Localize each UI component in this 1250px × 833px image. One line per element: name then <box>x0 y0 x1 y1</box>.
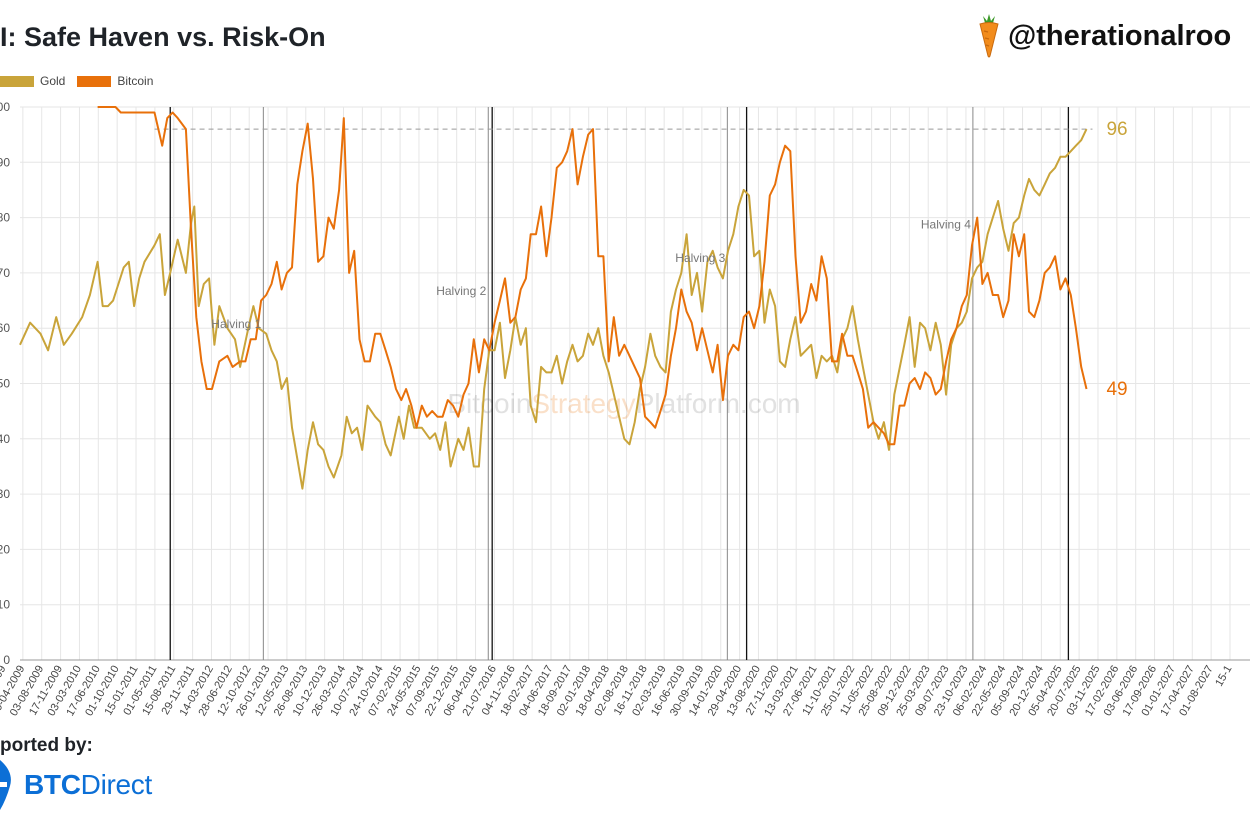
halving-label: Halving 2 <box>436 284 486 298</box>
y-tick-label: 40 <box>0 432 10 446</box>
series-line-gold <box>19 128 1088 490</box>
btc-direct-logo-icon <box>0 760 11 810</box>
halving-label: Halving 1 <box>211 317 261 331</box>
halving-label: Halving 3 <box>675 251 725 265</box>
y-axis-ticks: 0 10 20 30 40 50 60 70 80 90 00 <box>0 100 10 667</box>
y-tick-label: 50 <box>0 377 10 391</box>
sponsor-name-bold: BTC <box>24 769 81 800</box>
watermark-part-2: Strategy <box>531 388 635 419</box>
y-tick-label: 0 <box>3 653 10 667</box>
chart-title: I: Safe Haven vs. Risk-On <box>0 22 326 52</box>
legend-swatch-bitcoin <box>77 75 112 87</box>
end-labels: 96 49 <box>1106 119 1127 400</box>
legend-label-gold: Gold <box>40 74 66 88</box>
series-lines <box>19 106 1088 490</box>
x-axis-ticks: 200919-04-200903-08-200917-11-200903-03-… <box>0 664 1235 719</box>
event-lines <box>169 107 1070 660</box>
y-tick-label: 30 <box>0 487 10 501</box>
legend-swatch-gold <box>0 75 34 87</box>
watermark: BitcoinStrategyPlatform.com <box>447 388 800 419</box>
watermark-part-1: Bitcoin <box>447 388 531 419</box>
y-tick-label: 20 <box>0 542 10 556</box>
supported-by-label: ported by: <box>0 735 93 756</box>
y-tick-label: 00 <box>0 100 10 114</box>
carrot-icon <box>979 14 999 58</box>
y-tick-label: 60 <box>0 321 10 335</box>
end-label-gold: 96 <box>1106 119 1127 140</box>
y-tick-label: 10 <box>0 598 10 612</box>
sponsor-brand[interactable]: BTCDirect <box>0 760 152 810</box>
series-line-bitcoin <box>97 106 1088 446</box>
grid-lines <box>20 106 1250 661</box>
legend-item-gold[interactable]: Gold <box>0 74 65 88</box>
halving-label: Halving 4 <box>921 218 971 232</box>
y-tick-label: 90 <box>0 155 10 169</box>
y-tick-label: 80 <box>0 211 10 225</box>
halving-annotations: Halving 1 Halving 2 Halving 3 Halving 4 <box>211 218 971 332</box>
sponsor-name: BTCDirect <box>24 769 152 801</box>
author-handle[interactable]: @therationalroo <box>976 14 1231 58</box>
chart-legend: Gold Bitcoin <box>0 74 165 88</box>
y-tick-label: 70 <box>0 266 10 280</box>
end-label-bitcoin: 49 <box>1106 379 1127 400</box>
line-chart: BitcoinStrategyPlatform.com Halving 1Hal… <box>0 100 1250 719</box>
sponsor-name-regular: Direct <box>80 769 153 800</box>
legend-label-bitcoin: Bitcoin <box>117 74 154 88</box>
x-tick-label: 15-1 <box>1213 664 1234 689</box>
legend-item-bitcoin[interactable]: Bitcoin <box>77 74 153 88</box>
author-handle-text: @therationalroo <box>1008 19 1232 52</box>
